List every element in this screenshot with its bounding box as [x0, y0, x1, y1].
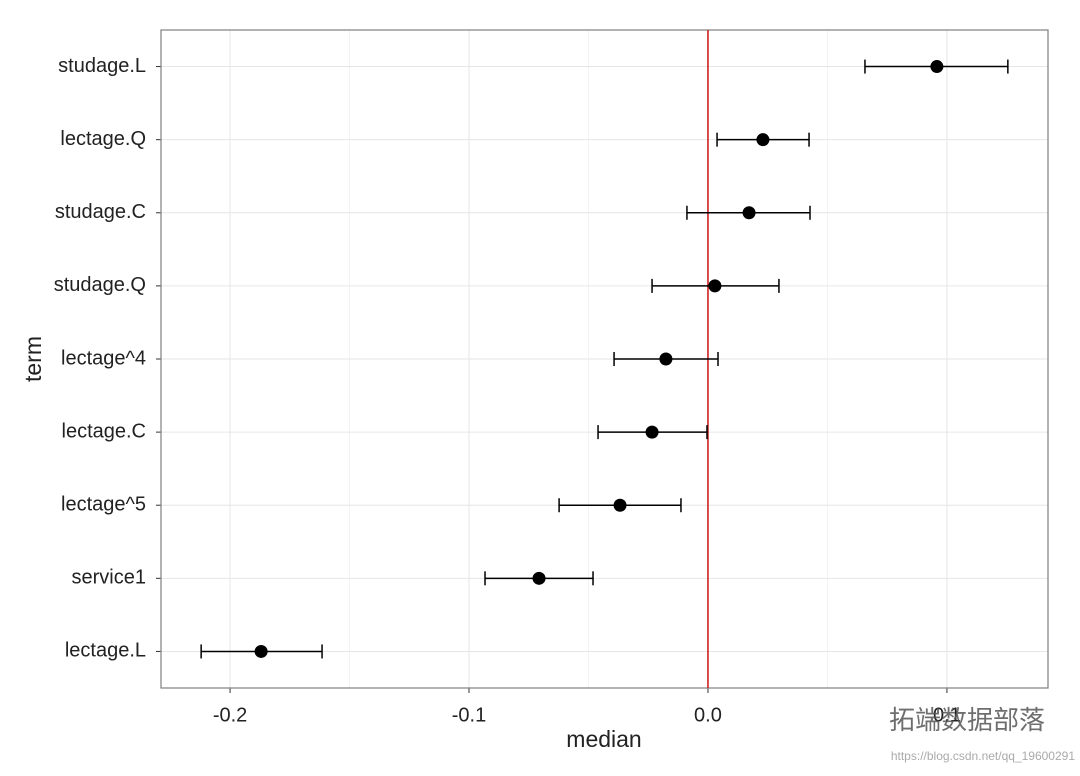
- y-axis-title: term: [20, 336, 46, 382]
- point: [708, 279, 722, 293]
- plot-border: [160, 29, 1049, 689]
- watermark: 拓端数据部落: [889, 705, 1045, 735]
- y-tick-label: service1: [72, 567, 146, 589]
- point: [254, 644, 268, 658]
- point: [613, 498, 627, 512]
- y-tick-label: lectage.C: [62, 420, 147, 442]
- y-tick-label: lectage^4: [61, 347, 146, 369]
- point: [742, 206, 756, 220]
- y-tick-label: studage.Q: [54, 274, 146, 296]
- x-axis-title: median: [566, 726, 641, 752]
- watermark-url: https://blog.csdn.net/qq_19600291: [891, 749, 1075, 763]
- point: [756, 133, 770, 147]
- x-tick-label: 0.1: [933, 704, 961, 726]
- y-tick-label: lectage.L: [65, 640, 146, 662]
- y-tick-label: studage.L: [58, 55, 146, 77]
- y-tick-label: lectage^5: [61, 494, 146, 516]
- point: [930, 60, 944, 74]
- y-tick-label: lectage.Q: [60, 128, 146, 150]
- point: [645, 425, 659, 439]
- x-tick-label: -0.1: [452, 704, 486, 726]
- y-tick-label: studage.C: [55, 201, 146, 223]
- x-tick-label: -0.2: [213, 704, 247, 726]
- point: [532, 571, 546, 585]
- x-tick-label: 0.0: [694, 704, 722, 726]
- point: [659, 352, 673, 366]
